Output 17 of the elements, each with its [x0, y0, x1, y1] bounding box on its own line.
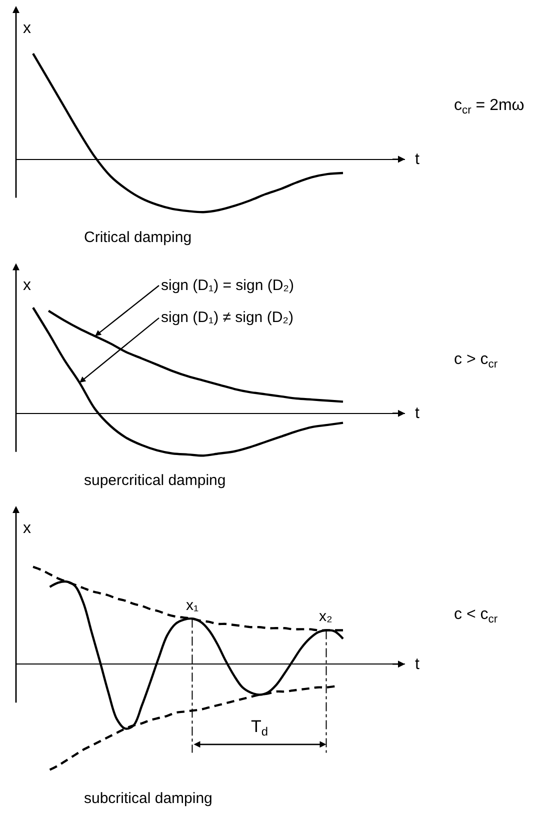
text: subcritical damping	[84, 790, 212, 807]
y-axis-title: x	[23, 520, 31, 537]
x-axis-title: t	[415, 656, 420, 673]
text: c$_{cr}$ = 2mω	[454, 97, 524, 116]
x-axis-title: t	[415, 151, 420, 168]
x-axis-title: t	[415, 405, 420, 422]
text: sign (D₁) = sign (D₂)	[161, 277, 294, 294]
y-axis-title: x	[23, 277, 31, 294]
text: c < c$_{cr}$	[454, 606, 498, 626]
annotation: T$_{d}$	[251, 717, 268, 739]
annotation: x₂	[319, 608, 332, 625]
text: supercritical damping	[84, 472, 226, 489]
annotation: x₁	[186, 597, 199, 614]
text: c > c$_{cr}$	[454, 351, 498, 370]
annotation: sign (D₁) ≠ sign (D₂)	[161, 309, 294, 326]
text: Critical damping	[84, 229, 192, 246]
y-axis-title: x	[23, 20, 31, 37]
